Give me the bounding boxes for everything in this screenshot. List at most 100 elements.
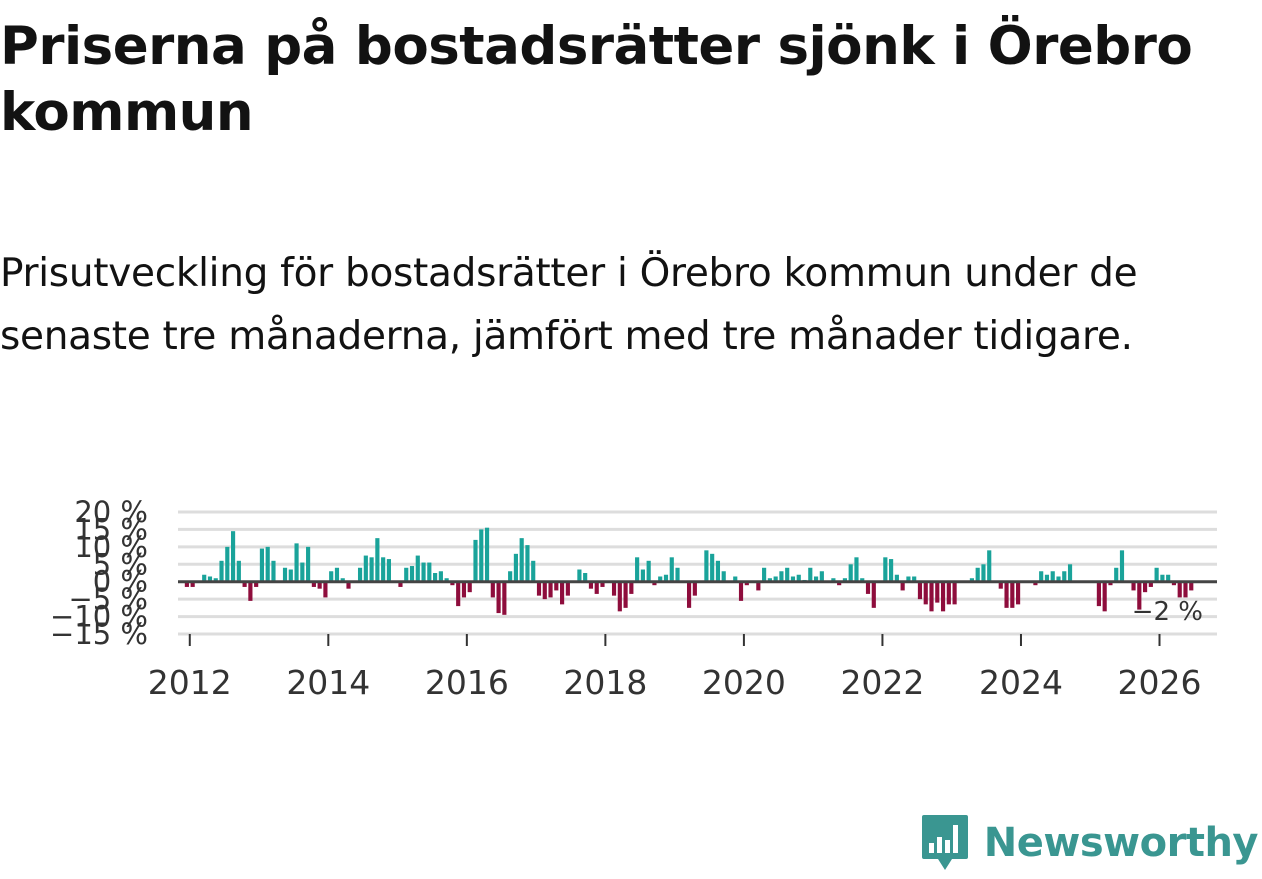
bar [225,546,230,582]
bar [652,581,657,586]
x-tick-label: 2024 [979,663,1063,702]
bar [190,581,195,587]
bar [837,581,842,586]
bar [594,581,599,594]
bar [340,578,345,582]
y-tick-label: 15 % [74,512,148,546]
bar [773,576,778,582]
bar [369,557,374,582]
x-tick-label: 2016 [425,663,509,702]
bar [536,581,542,596]
x-tick-label: 2018 [563,663,647,702]
bar [779,571,784,582]
bar [1171,581,1177,586]
bar [404,567,409,582]
bar [1004,581,1009,608]
bar [721,571,726,582]
bar [1154,567,1159,582]
bar [519,538,524,582]
bar [461,581,467,598]
bar [496,581,501,614]
newsworthy-logo-text: Newsworthy [983,820,1259,866]
bar [715,560,721,582]
bar [311,581,316,587]
bar [508,571,513,582]
x-tick-label: 2014 [286,663,370,702]
bar [865,581,871,594]
bar [1160,574,1165,582]
bar [357,567,363,582]
bar [438,571,443,582]
bar [248,581,253,601]
bar [554,581,559,591]
bar [1010,581,1015,608]
bar [635,557,640,582]
bar [912,576,917,582]
bar [1177,581,1182,598]
bar [785,567,790,582]
bar [854,557,859,582]
bar [831,578,836,582]
y-tick-label: 0 % [93,565,148,599]
bar [935,581,940,603]
bar [946,581,951,605]
bar [588,581,594,589]
bar [484,527,490,582]
x-tick-label: 2012 [148,663,232,702]
bar [981,564,986,582]
bar [611,581,617,596]
bar [600,581,605,587]
bar [1119,550,1125,582]
bar [329,571,334,582]
bar [219,560,224,582]
bar [254,581,259,587]
data-bars [184,527,1194,615]
bar [998,581,1003,589]
newsworthy-logo[interactable]: Newsworthy [920,813,1259,873]
bar [548,581,553,598]
bar [1189,581,1194,591]
x-tick-label: 2022 [840,663,924,702]
bar [1131,581,1136,591]
bar [1143,581,1148,593]
bar [813,576,819,582]
bar [473,539,478,582]
bar [1067,564,1073,582]
bar [479,529,484,582]
bar [1016,581,1021,605]
bar [207,576,213,582]
x-tick-label: 2026 [1118,663,1202,702]
bar [1044,574,1050,582]
bar [1102,581,1107,612]
bar [663,574,669,582]
bar [819,571,824,582]
bar [629,581,634,594]
bar [184,581,189,587]
bar [230,531,236,582]
bar [531,560,536,582]
bar [906,576,911,582]
bar [796,574,801,582]
bar [1137,581,1142,610]
bar [282,567,288,582]
y-tick-label: −5 % [68,582,148,616]
bar [692,581,697,596]
bar [265,546,270,582]
chart-title: Priserna på bostadsrätter sjönk i Örebro… [0,16,1193,143]
bar [894,574,899,582]
bar [421,562,426,582]
bar [848,564,853,582]
bar [623,581,628,608]
x-axis: 2012 2014 2016 2018 2020 2022 2024 2026 [148,634,1202,702]
bar [565,581,570,596]
y-tick-label: −10 % [50,600,148,634]
bar [259,548,265,582]
y-axis-labels: 20 %15 %10 %5 %0 %−5 %−10 %−15 % [50,495,148,651]
bar [808,567,813,582]
bar [744,581,749,586]
bar [334,567,340,582]
bar [450,581,455,586]
bar [738,581,744,601]
bar [756,581,761,591]
bar [386,559,391,582]
